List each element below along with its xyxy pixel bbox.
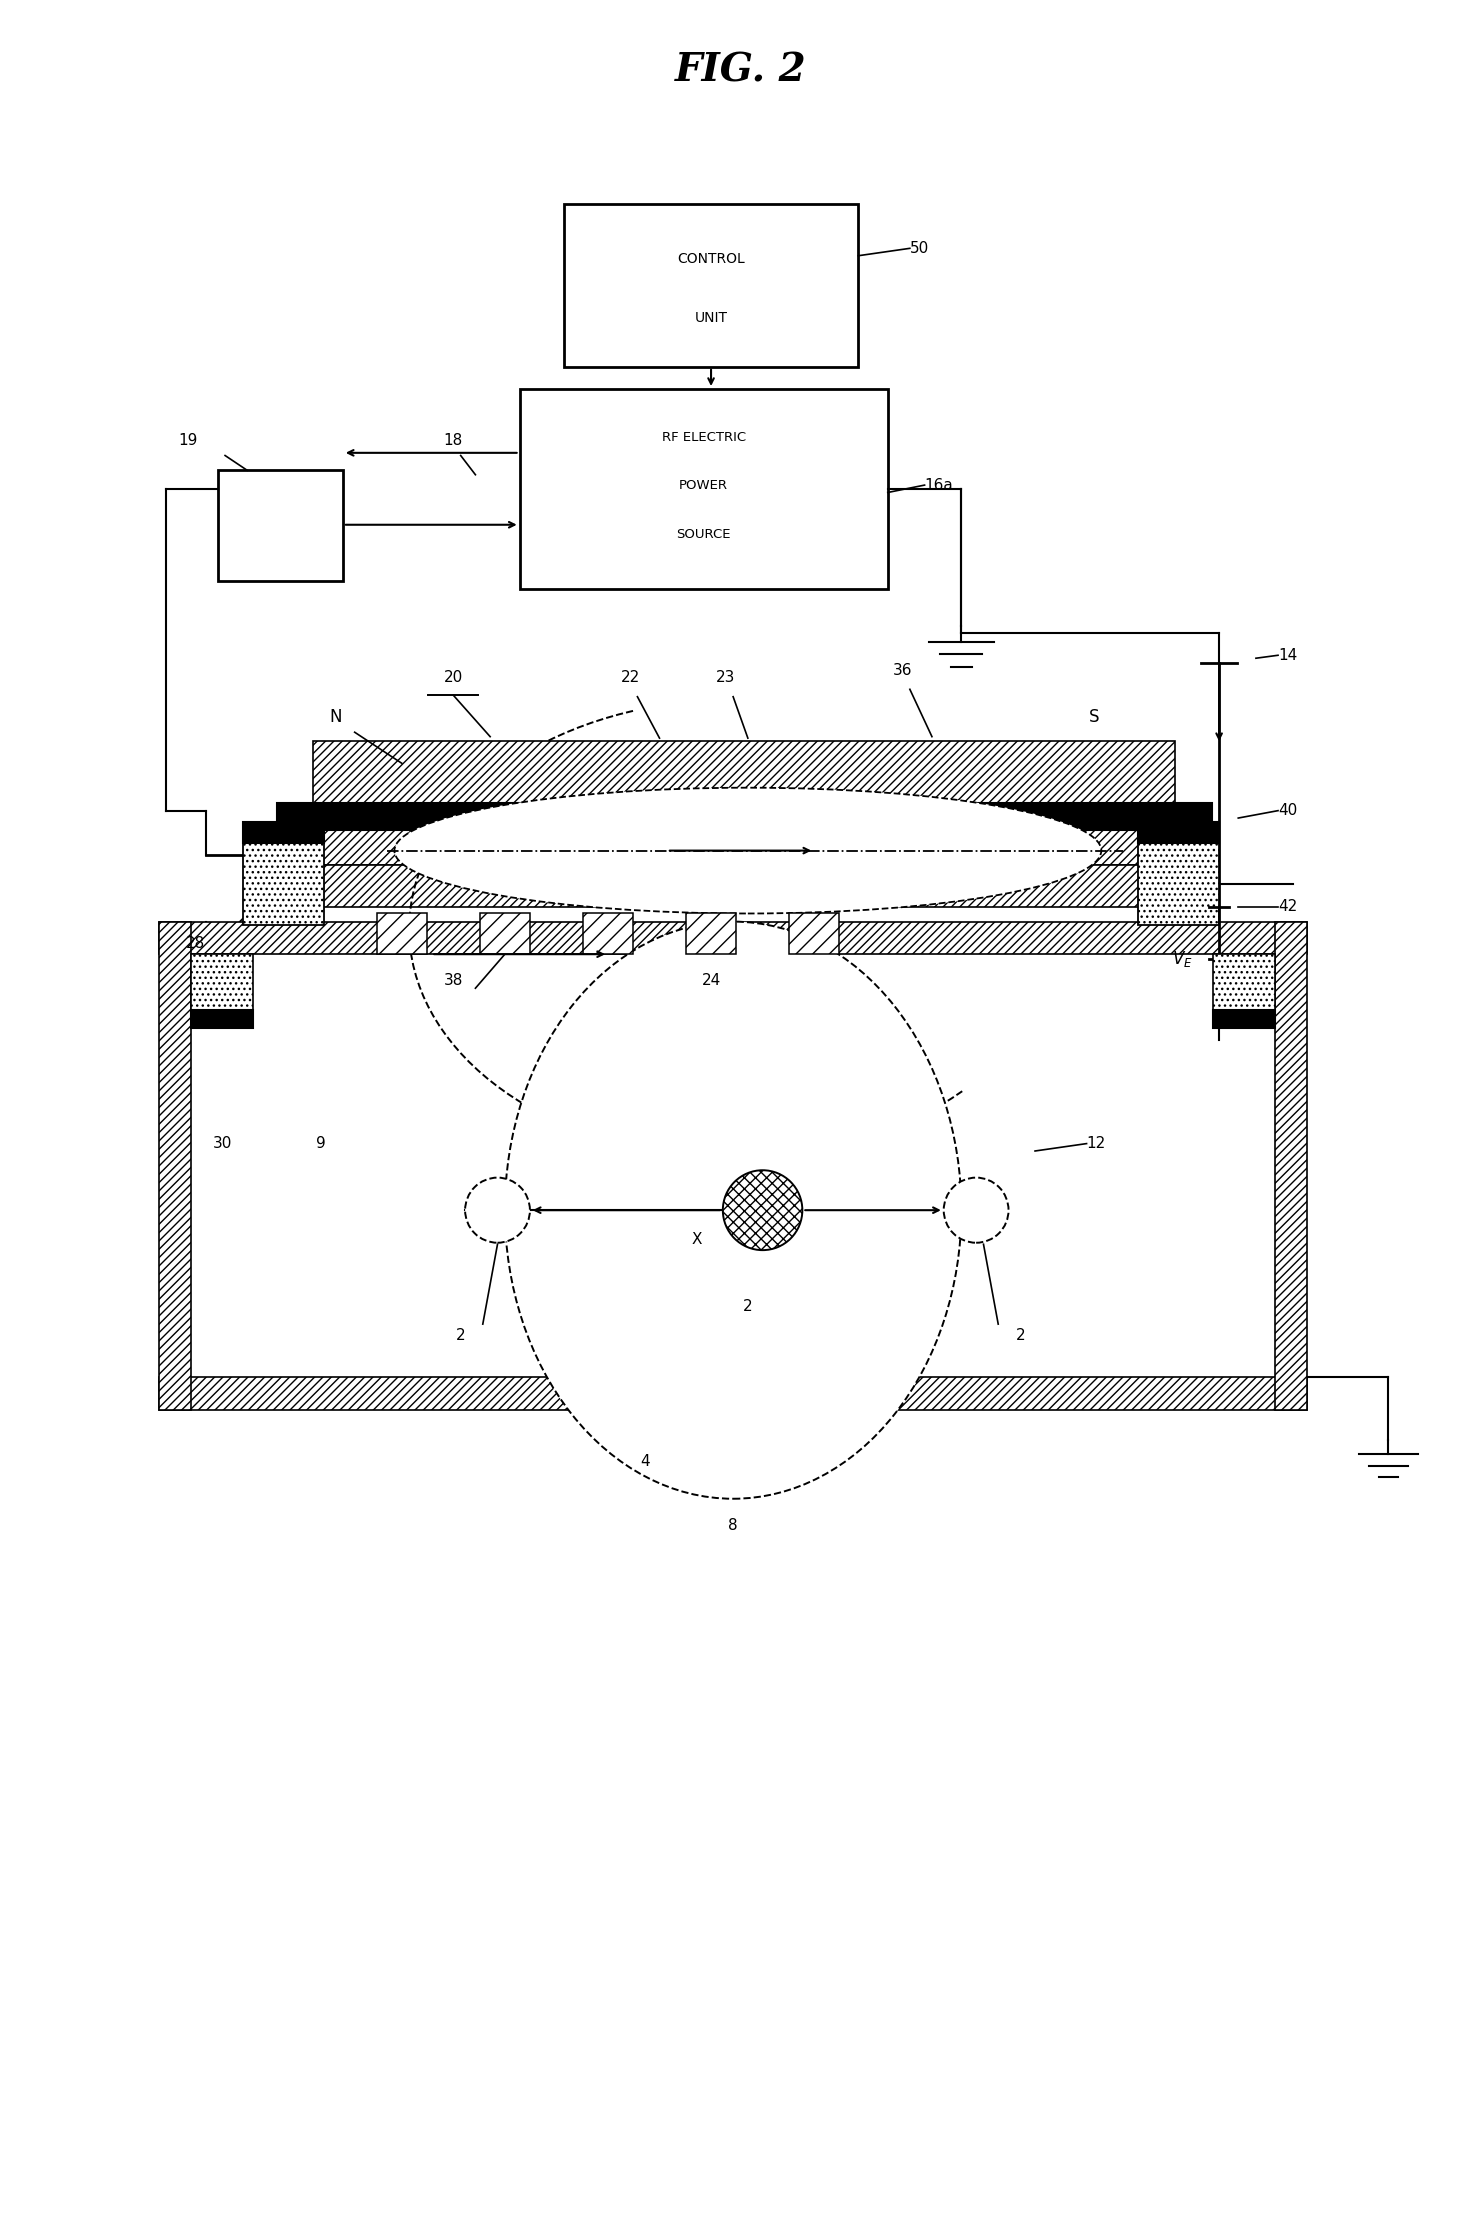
Circle shape <box>943 1179 1009 1243</box>
Circle shape <box>465 1179 530 1243</box>
Bar <box>1213 1012 1275 1027</box>
Text: 50: 50 <box>909 241 929 256</box>
Text: SOURCE: SOURCE <box>677 528 732 541</box>
Text: CONTROL: CONTROL <box>677 252 745 265</box>
Text: N: N <box>329 709 342 726</box>
Bar <box>243 822 324 842</box>
Text: S: S <box>1089 709 1099 726</box>
Bar <box>314 864 1174 907</box>
Text: 30: 30 <box>212 1136 233 1152</box>
Text: 24: 24 <box>702 974 721 989</box>
Bar <box>789 913 840 954</box>
Text: X: X <box>692 1232 702 1248</box>
Bar <box>520 390 887 588</box>
Text: 14: 14 <box>1278 648 1297 662</box>
Bar <box>243 842 324 925</box>
Ellipse shape <box>394 789 1102 913</box>
Text: 42: 42 <box>1278 900 1297 913</box>
Bar <box>1275 922 1308 1410</box>
Text: 12: 12 <box>1087 1136 1106 1152</box>
Text: 22: 22 <box>621 671 640 684</box>
Text: 18: 18 <box>444 432 464 448</box>
Bar <box>584 913 632 954</box>
Text: 23: 23 <box>717 671 736 684</box>
Bar <box>1137 842 1219 925</box>
Text: 40: 40 <box>1278 802 1297 818</box>
Text: 19: 19 <box>179 432 198 448</box>
Text: 2: 2 <box>743 1299 752 1315</box>
Circle shape <box>723 1170 803 1250</box>
Bar <box>191 954 253 1012</box>
Bar <box>376 913 427 954</box>
Bar <box>314 824 1174 864</box>
Text: 8: 8 <box>729 1517 738 1533</box>
Text: 20: 20 <box>444 671 464 684</box>
Bar <box>158 1377 1308 1410</box>
Bar <box>1213 954 1275 1012</box>
Text: 4: 4 <box>640 1455 650 1468</box>
Bar <box>158 922 191 1410</box>
Text: 9: 9 <box>315 1136 326 1152</box>
Bar <box>686 913 736 954</box>
Bar <box>277 804 1211 829</box>
Text: UNIT: UNIT <box>695 312 727 325</box>
Text: 2: 2 <box>456 1328 465 1343</box>
Text: 36: 36 <box>893 662 912 677</box>
Bar <box>1137 822 1219 842</box>
Text: 2: 2 <box>1016 1328 1025 1343</box>
Bar <box>191 954 1275 1377</box>
Text: POWER: POWER <box>680 479 729 492</box>
Text: 28: 28 <box>187 936 206 951</box>
Bar <box>564 205 859 368</box>
Text: RF ELECTRIC: RF ELECTRIC <box>662 430 746 443</box>
Ellipse shape <box>505 922 961 1499</box>
Text: 16a: 16a <box>924 477 954 492</box>
Bar <box>191 1012 253 1027</box>
Text: 38: 38 <box>444 974 464 989</box>
Text: FIG. 2: FIG. 2 <box>675 51 806 89</box>
Bar <box>314 742 1174 804</box>
Bar <box>158 922 1308 954</box>
Text: $V_E$: $V_E$ <box>1171 949 1192 969</box>
Bar <box>480 913 530 954</box>
Bar <box>218 470 344 582</box>
